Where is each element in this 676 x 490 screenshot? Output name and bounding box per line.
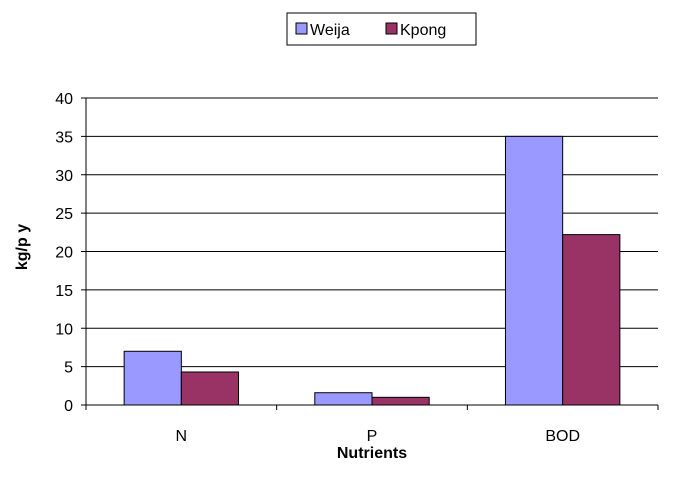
y-tick-label: 10 xyxy=(55,321,73,338)
y-tick-label: 40 xyxy=(55,91,73,108)
legend-swatch-kpong xyxy=(385,22,398,35)
y-tick-label: 35 xyxy=(55,129,73,146)
gridlines xyxy=(86,97,658,368)
x-tick-labels: N P BOD xyxy=(85,405,659,445)
y-tick-label: 30 xyxy=(55,168,73,185)
y-tick-label: 5 xyxy=(64,360,73,377)
x-axis-title: Nutrients xyxy=(337,445,407,462)
y-axis-title: kg/p y xyxy=(14,224,31,270)
legend-label-weija: Weija xyxy=(310,22,350,39)
bar-kpong-n xyxy=(180,371,240,406)
y-tick-label: 15 xyxy=(55,283,73,300)
bar-kpong-p xyxy=(371,396,430,406)
bar-weija-bod xyxy=(504,135,564,406)
legend: Weija Kpong xyxy=(286,12,477,46)
legend-box xyxy=(286,12,477,46)
y-tick-label: 0 xyxy=(64,398,73,415)
bar-weija-n xyxy=(123,350,182,406)
bar-kpong-bod xyxy=(562,234,621,406)
legend-swatch-weija xyxy=(295,22,308,35)
y-tick-label: 25 xyxy=(55,206,73,223)
bars xyxy=(123,135,621,406)
y-tick-label: 20 xyxy=(55,245,73,262)
x-tick-label: N xyxy=(176,428,188,445)
x-tick-label: BOD xyxy=(545,428,580,445)
bar-weija-p xyxy=(314,392,373,406)
y-tick-labels: 0 5 10 15 20 25 30 35 40 xyxy=(55,91,86,415)
legend-label-kpong: Kpong xyxy=(400,22,446,39)
x-tick-label: P xyxy=(367,428,378,445)
